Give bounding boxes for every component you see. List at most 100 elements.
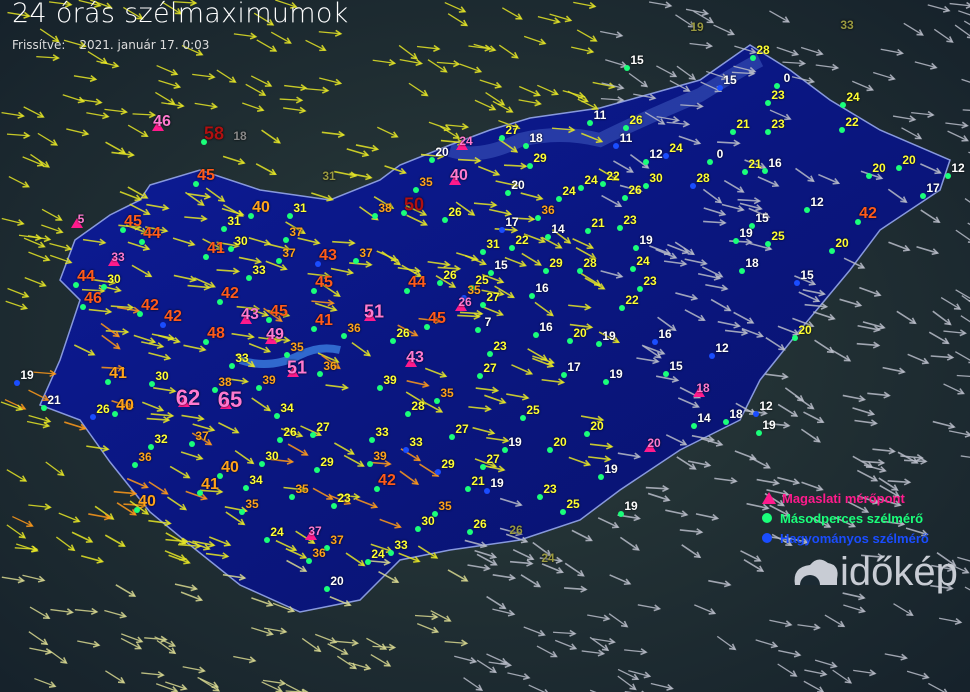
station-marker[interactable] <box>197 490 203 496</box>
station-marker[interactable] <box>317 371 323 377</box>
magaslati-marker[interactable] <box>108 256 120 266</box>
station-marker[interactable] <box>765 129 771 135</box>
station-marker[interactable] <box>643 159 649 165</box>
station-marker[interactable] <box>353 258 359 264</box>
station-marker[interactable] <box>246 275 252 281</box>
station-marker[interactable] <box>560 509 566 515</box>
station-marker[interactable] <box>587 120 593 126</box>
station-marker[interactable] <box>277 437 283 443</box>
station-marker[interactable] <box>839 127 845 133</box>
magaslati-marker[interactable] <box>152 121 164 131</box>
station-marker[interactable] <box>324 586 330 592</box>
station-marker[interactable] <box>341 333 347 339</box>
station-marker[interactable] <box>132 462 138 468</box>
station-marker[interactable] <box>248 213 254 219</box>
station-marker[interactable] <box>134 507 140 513</box>
station-marker[interactable] <box>690 183 696 189</box>
station-marker[interactable] <box>256 385 262 391</box>
station-marker[interactable] <box>792 335 798 341</box>
station-marker[interactable] <box>739 268 745 274</box>
station-marker[interactable] <box>203 339 209 345</box>
station-marker[interactable] <box>405 411 411 417</box>
station-marker[interactable] <box>502 447 508 453</box>
station-marker[interactable] <box>750 55 756 61</box>
station-marker[interactable] <box>603 379 609 385</box>
station-marker[interactable] <box>523 143 529 149</box>
station-marker[interactable] <box>488 270 494 276</box>
station-marker[interactable] <box>311 326 317 332</box>
station-marker[interactable] <box>259 461 265 467</box>
station-marker[interactable] <box>630 266 636 272</box>
magaslati-marker[interactable] <box>456 140 468 150</box>
station-marker[interactable] <box>543 268 549 274</box>
station-marker[interactable] <box>80 304 86 310</box>
station-marker[interactable] <box>429 157 435 163</box>
station-marker[interactable] <box>243 485 249 491</box>
station-marker[interactable] <box>315 261 321 267</box>
station-marker[interactable] <box>762 168 768 174</box>
station-marker[interactable] <box>561 372 567 378</box>
station-marker[interactable] <box>600 181 606 187</box>
station-marker[interactable] <box>374 486 380 492</box>
station-marker[interactable] <box>723 419 729 425</box>
station-marker[interactable] <box>643 183 649 189</box>
station-marker[interactable] <box>289 494 295 500</box>
station-marker[interactable] <box>331 503 337 509</box>
station-marker[interactable] <box>475 327 481 333</box>
station-marker[interactable] <box>619 305 625 311</box>
station-marker[interactable] <box>189 441 195 447</box>
station-marker[interactable] <box>499 227 505 233</box>
magaslati-marker[interactable] <box>240 314 252 324</box>
station-marker[interactable] <box>765 241 771 247</box>
station-marker[interactable] <box>148 444 154 450</box>
station-marker[interactable] <box>749 223 755 229</box>
station-marker[interactable] <box>217 473 223 479</box>
station-marker[interactable] <box>105 379 111 385</box>
magaslati-marker[interactable] <box>455 301 467 311</box>
station-marker[interactable] <box>413 187 419 193</box>
station-marker[interactable] <box>449 434 455 440</box>
station-marker[interactable] <box>434 398 440 404</box>
magaslati-marker[interactable] <box>71 218 83 228</box>
station-marker[interactable] <box>578 185 584 191</box>
magaslati-marker[interactable] <box>405 357 417 367</box>
station-marker[interactable] <box>372 213 378 219</box>
station-marker[interactable] <box>369 437 375 443</box>
magaslati-marker[interactable] <box>449 175 461 185</box>
station-marker[interactable] <box>920 193 926 199</box>
station-marker[interactable] <box>617 225 623 231</box>
station-marker[interactable] <box>945 173 951 179</box>
station-marker[interactable] <box>794 280 800 286</box>
station-marker[interactable] <box>276 258 282 264</box>
station-marker[interactable] <box>633 245 639 251</box>
station-marker[interactable] <box>149 381 155 387</box>
station-marker[interactable] <box>306 558 312 564</box>
station-marker[interactable] <box>753 411 759 417</box>
station-marker[interactable] <box>527 163 533 169</box>
station-marker[interactable] <box>432 511 438 517</box>
magaslati-marker[interactable] <box>644 442 656 452</box>
station-marker[interactable] <box>239 509 245 515</box>
station-marker[interactable] <box>577 268 583 274</box>
station-marker[interactable] <box>388 550 394 556</box>
station-marker[interactable] <box>663 371 669 377</box>
magaslati-marker[interactable] <box>220 399 232 409</box>
magaslati-marker[interactable] <box>178 397 190 407</box>
station-marker[interactable] <box>652 339 658 345</box>
station-marker[interactable] <box>556 196 562 202</box>
station-marker[interactable] <box>465 486 471 492</box>
station-marker[interactable] <box>623 125 629 131</box>
station-marker[interactable] <box>547 447 553 453</box>
station-marker[interactable] <box>401 210 407 216</box>
station-marker[interactable] <box>730 129 736 135</box>
station-marker[interactable] <box>509 245 515 251</box>
station-marker[interactable] <box>896 165 902 171</box>
station-marker[interactable] <box>624 65 630 71</box>
station-marker[interactable] <box>160 322 166 328</box>
station-marker[interactable] <box>139 239 145 245</box>
magaslati-marker[interactable] <box>305 530 317 540</box>
station-marker[interactable] <box>567 338 573 344</box>
station-marker[interactable] <box>709 353 715 359</box>
station-marker[interactable] <box>467 529 473 535</box>
station-marker[interactable] <box>537 494 543 500</box>
